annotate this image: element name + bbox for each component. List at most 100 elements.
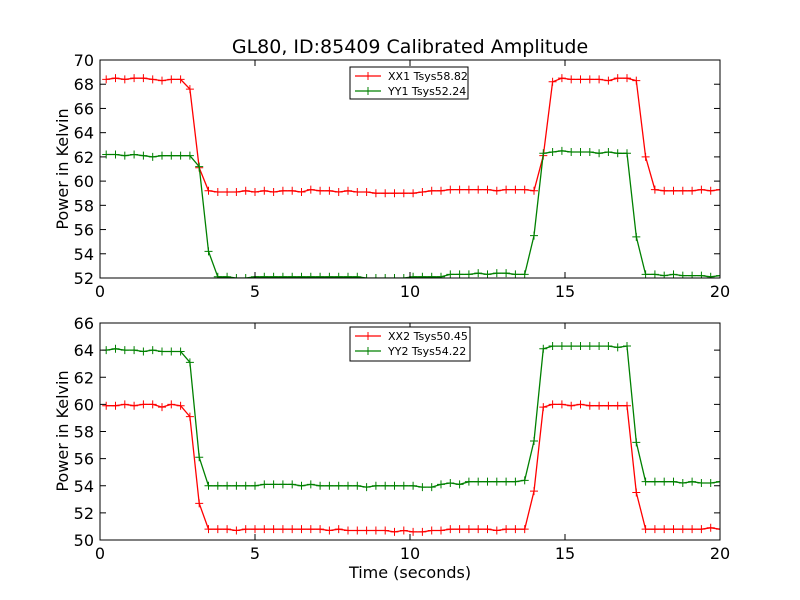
data-point bbox=[399, 481, 408, 490]
data-point bbox=[195, 162, 204, 171]
data-point bbox=[409, 527, 418, 536]
data-point bbox=[371, 481, 380, 490]
data-point bbox=[567, 401, 576, 410]
data-point bbox=[251, 188, 259, 197]
data-point bbox=[567, 148, 576, 157]
x-tick-label: 15 bbox=[555, 282, 575, 301]
y-tick-label: 70 bbox=[74, 51, 94, 70]
data-point bbox=[223, 481, 232, 490]
data-point bbox=[204, 481, 213, 490]
data-point bbox=[595, 75, 604, 84]
data-point bbox=[232, 526, 241, 535]
data-point bbox=[130, 346, 139, 355]
x-tick-label: 5 bbox=[250, 282, 260, 301]
data-point bbox=[362, 188, 371, 197]
data-point bbox=[576, 342, 585, 351]
data-point bbox=[641, 477, 650, 486]
data-point bbox=[316, 525, 325, 534]
data-point bbox=[660, 271, 669, 278]
y-tick-label: 58 bbox=[74, 423, 94, 442]
data-point bbox=[260, 186, 269, 195]
data-point bbox=[111, 344, 120, 353]
data-point bbox=[520, 476, 529, 485]
y-tick-label: 60 bbox=[74, 172, 94, 191]
data-point bbox=[669, 525, 678, 534]
data-point bbox=[399, 526, 408, 535]
data-point bbox=[362, 483, 371, 492]
data-point bbox=[204, 525, 213, 534]
data-point bbox=[576, 148, 585, 157]
data-point bbox=[474, 269, 483, 278]
data-point bbox=[446, 479, 455, 488]
data-point bbox=[278, 480, 287, 489]
data-point bbox=[334, 188, 343, 197]
data-point bbox=[185, 85, 194, 94]
data-point bbox=[427, 526, 436, 535]
data-point bbox=[520, 185, 529, 194]
data-point bbox=[716, 185, 720, 194]
data-point bbox=[185, 412, 194, 421]
data-point bbox=[288, 186, 297, 195]
data-point bbox=[139, 347, 148, 356]
data-point bbox=[213, 272, 222, 278]
data-point bbox=[288, 525, 297, 534]
data-point bbox=[297, 525, 306, 534]
data-point bbox=[492, 269, 501, 278]
data-point bbox=[325, 526, 334, 535]
data-point bbox=[120, 151, 129, 160]
data-point bbox=[632, 232, 641, 241]
data-point bbox=[288, 272, 297, 278]
data-point bbox=[604, 76, 613, 85]
data-point bbox=[167, 347, 176, 356]
data-point bbox=[530, 487, 538, 496]
data-point bbox=[381, 274, 390, 278]
chart-panel-2: 0 5 10 15 20 50 52 54 56 58 60 62 64 66 Power in Kelvi… bbox=[53, 314, 730, 582]
y-axis-label: Power in Kelvin bbox=[53, 370, 72, 491]
data-point bbox=[306, 185, 315, 194]
data-point bbox=[446, 185, 455, 194]
data-point bbox=[344, 186, 352, 195]
data-point bbox=[697, 185, 706, 194]
data-point bbox=[325, 481, 334, 490]
data-point bbox=[678, 186, 687, 195]
data-point bbox=[427, 272, 436, 278]
data-point bbox=[269, 525, 278, 534]
data-point bbox=[474, 185, 483, 194]
data-point bbox=[390, 274, 399, 278]
data-point bbox=[278, 186, 287, 195]
data-point bbox=[427, 483, 436, 492]
data-point bbox=[139, 151, 148, 160]
data-point bbox=[539, 344, 548, 353]
data-point bbox=[613, 74, 622, 83]
data-point bbox=[492, 477, 501, 486]
data-point bbox=[241, 186, 250, 195]
data-point bbox=[455, 270, 464, 278]
data-point bbox=[232, 188, 241, 197]
data-point bbox=[492, 186, 501, 195]
data-point bbox=[483, 477, 492, 486]
data-point bbox=[585, 342, 594, 351]
data-point bbox=[650, 477, 659, 486]
data-point bbox=[576, 400, 585, 409]
data-point bbox=[678, 525, 687, 534]
data-point bbox=[613, 149, 622, 158]
data-point bbox=[623, 342, 631, 351]
y-tick-label: 66 bbox=[74, 99, 94, 118]
data-point bbox=[353, 526, 362, 535]
data-point bbox=[102, 401, 111, 410]
data-point bbox=[716, 477, 720, 486]
data-point bbox=[697, 271, 706, 278]
y-tick-label: 52 bbox=[74, 504, 94, 523]
data-point bbox=[604, 342, 613, 351]
data-point bbox=[316, 481, 325, 490]
data-point bbox=[353, 188, 362, 197]
data-point bbox=[241, 525, 250, 534]
y-tick-label: 64 bbox=[74, 341, 94, 360]
y-tick-label: 52 bbox=[74, 269, 94, 288]
data-point bbox=[306, 525, 315, 534]
data-point bbox=[111, 74, 120, 83]
data-point bbox=[585, 401, 594, 410]
series-line-1 bbox=[106, 403, 720, 533]
data-point bbox=[613, 401, 622, 410]
x-tick-label: 20 bbox=[710, 544, 730, 563]
